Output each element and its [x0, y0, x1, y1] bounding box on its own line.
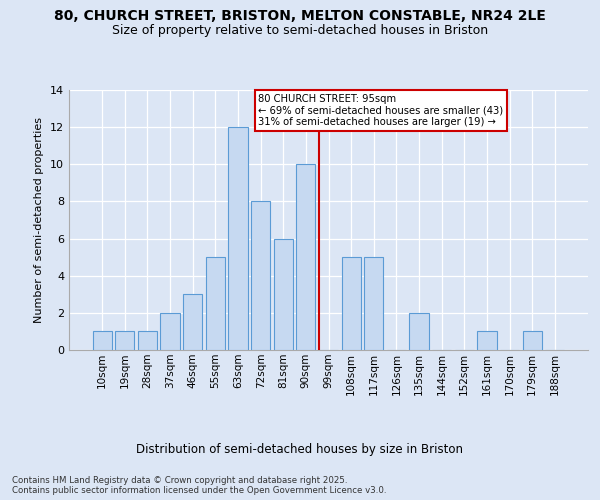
Text: Distribution of semi-detached houses by size in Briston: Distribution of semi-detached houses by … [137, 442, 464, 456]
Bar [523, 332, 542, 350]
Bar [341, 257, 361, 350]
Bar [274, 238, 293, 350]
Bar [160, 313, 180, 350]
Bar [409, 313, 428, 350]
Text: Size of property relative to semi-detached houses in Briston: Size of property relative to semi-detach… [112, 24, 488, 37]
Bar [115, 332, 134, 350]
Bar [92, 332, 112, 350]
Bar [138, 332, 157, 350]
Bar [296, 164, 316, 350]
Text: Contains HM Land Registry data © Crown copyright and database right 2025.
Contai: Contains HM Land Registry data © Crown c… [12, 476, 386, 495]
Text: 80 CHURCH STREET: 95sqm
← 69% of semi-detached houses are smaller (43)
31% of se: 80 CHURCH STREET: 95sqm ← 69% of semi-de… [259, 94, 503, 127]
Y-axis label: Number of semi-detached properties: Number of semi-detached properties [34, 117, 44, 323]
Bar [183, 294, 202, 350]
Text: 80, CHURCH STREET, BRISTON, MELTON CONSTABLE, NR24 2LE: 80, CHURCH STREET, BRISTON, MELTON CONST… [54, 9, 546, 23]
Bar [364, 257, 383, 350]
Bar [229, 127, 248, 350]
Bar [251, 202, 270, 350]
Bar [477, 332, 497, 350]
Bar [206, 257, 225, 350]
